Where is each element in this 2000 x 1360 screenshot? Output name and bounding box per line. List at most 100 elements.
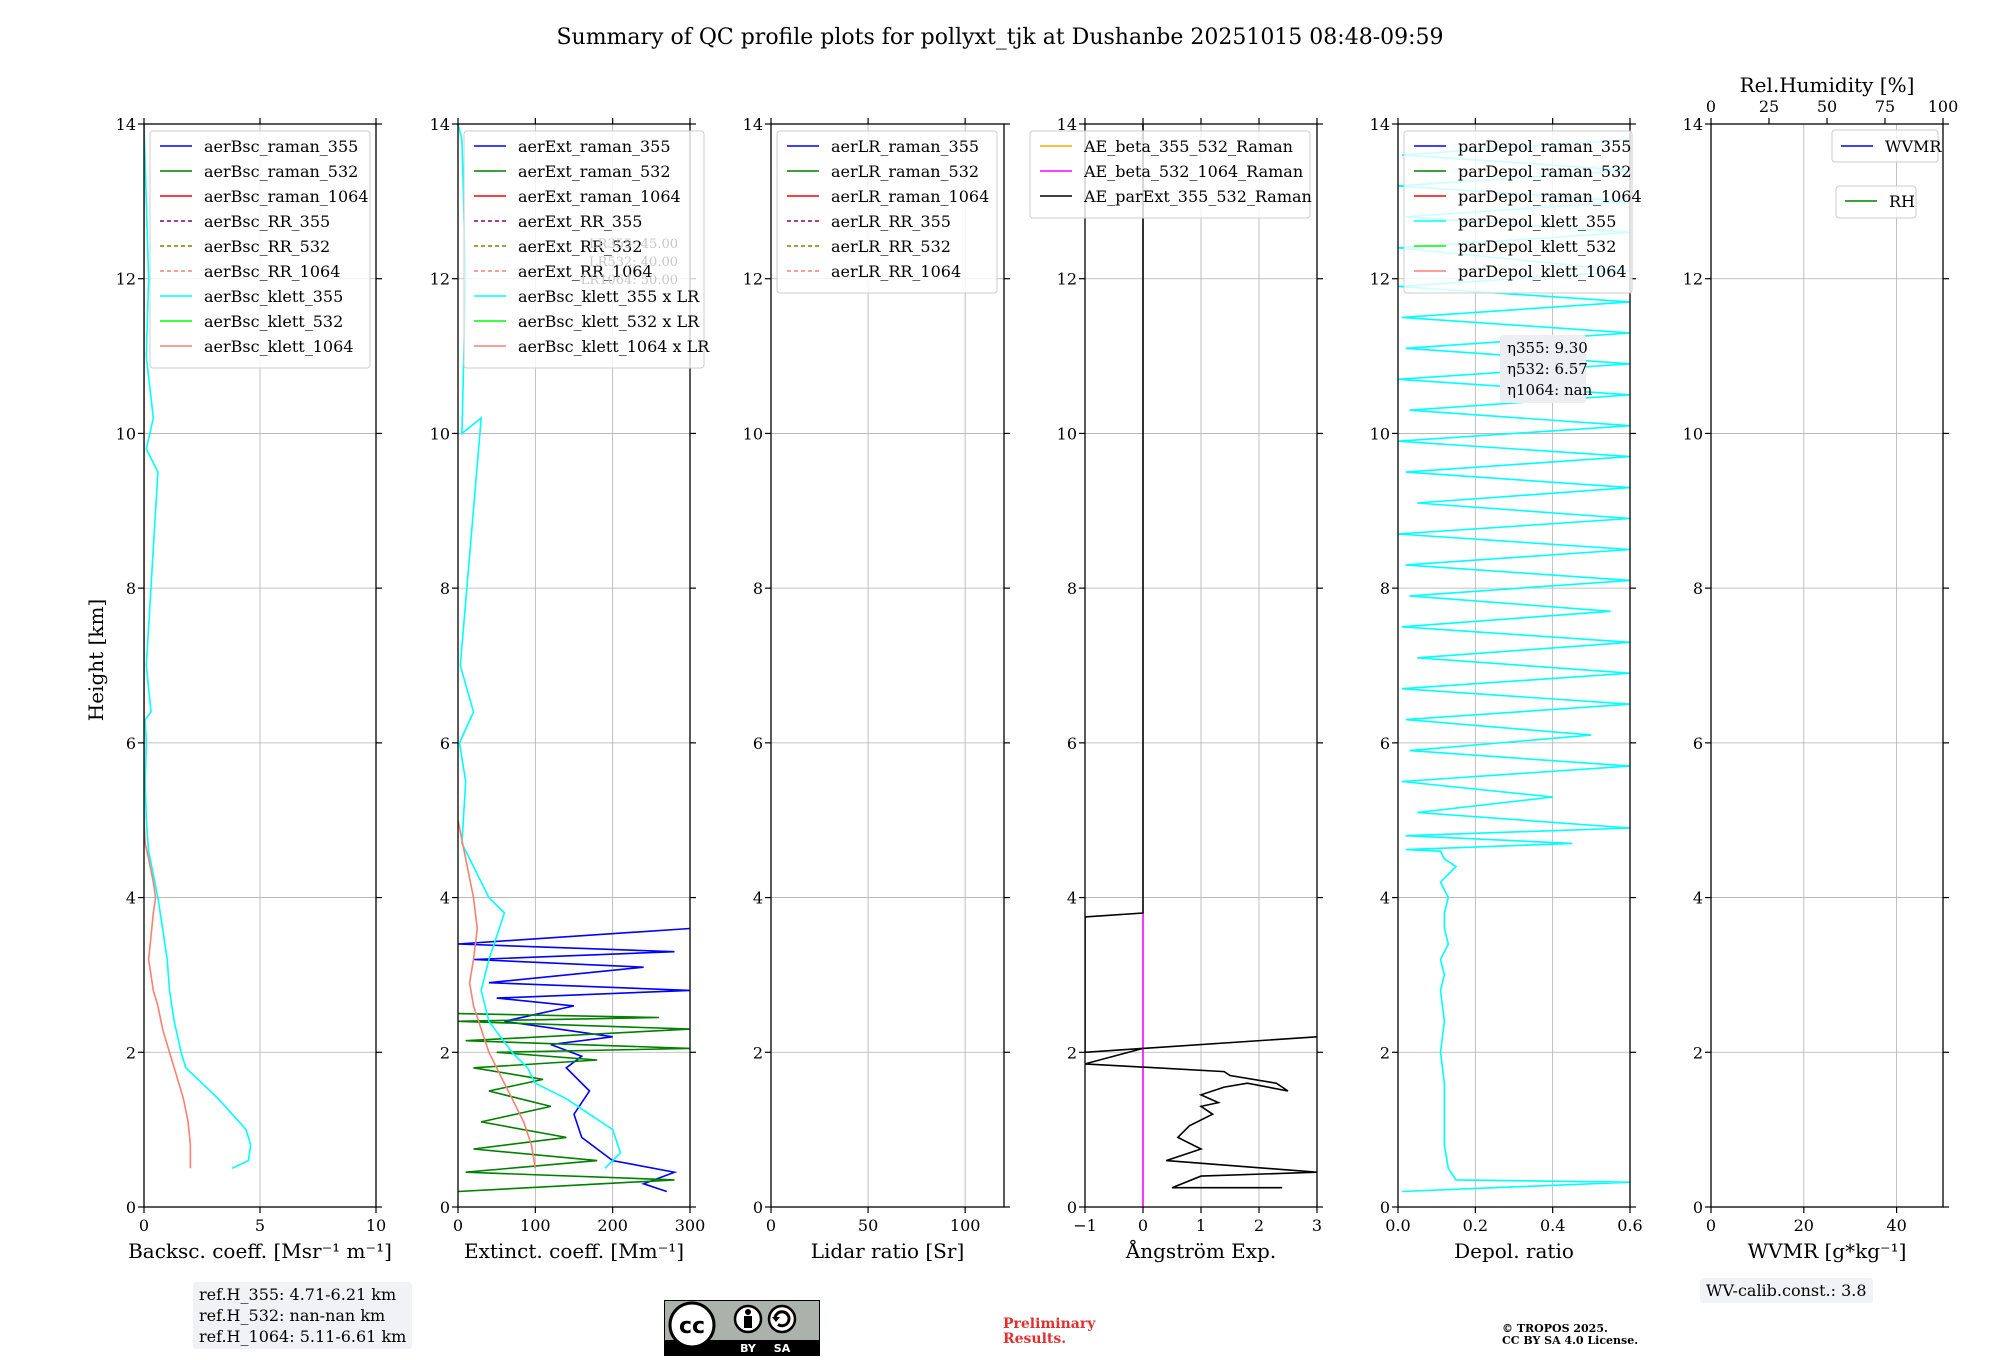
y-tick-label: 10 xyxy=(743,424,763,443)
legend-label: aerLR_raman_532 xyxy=(831,162,979,181)
legend-label: aerBsc_raman_355 xyxy=(204,137,358,156)
legend-label: aerExt_raman_355 xyxy=(518,137,671,156)
x-tick-label: −1 xyxy=(1073,1216,1097,1235)
x-tick-label: 2 xyxy=(1254,1216,1264,1235)
legend-label: aerBsc_klett_1064 xyxy=(204,337,353,356)
lidar-ratio-label: LR532: 40.00 xyxy=(589,255,678,270)
x-tick-label: 3 xyxy=(1312,1216,1322,1235)
y-tick-label: 4 xyxy=(753,889,763,908)
y-tick-label: 8 xyxy=(126,579,136,598)
y-tick-label: 6 xyxy=(753,734,763,753)
x-tick-label: 200 xyxy=(597,1216,628,1235)
legend: parDepol_raman_355 parDepol_raman_532 parD… xyxy=(1403,130,1642,294)
y-tick-label: 4 xyxy=(1693,889,1703,908)
legend-label: WVMR xyxy=(1885,137,1942,156)
legend: WVMR RH xyxy=(1831,129,1942,219)
wv-calib-box: WV-calib.const.: 3.8 xyxy=(1700,1278,1873,1303)
copyright-label: © TROPOS 2025. CC BY SA 4.0 License. xyxy=(1502,1323,1638,1347)
legend-label: aerBsc_klett_1064 x LR xyxy=(518,337,710,356)
y-tick-label: 2 xyxy=(1067,1043,1077,1062)
y-tick-label: 0 xyxy=(753,1198,763,1217)
cc-icon-text: cc xyxy=(679,1314,705,1339)
legend-label: parDepol_raman_532 xyxy=(1458,162,1631,181)
legend-label: aerExt_raman_1064 xyxy=(518,187,681,206)
legend-label: aerExt_RR_355 xyxy=(518,212,642,231)
y-tick-label: 12 xyxy=(430,270,450,289)
legend-box xyxy=(776,130,998,294)
panel-backscatter: 0 2 4 6 8 10 12 14 0 5 10 Backsc. coeff. [Msr⁻¹ m⁻¹… xyxy=(116,115,392,1263)
y-tick-label: 6 xyxy=(126,734,136,753)
y-tick-label: 0 xyxy=(1693,1198,1703,1217)
legend-label: aerBsc_klett_532 xyxy=(204,312,343,331)
y-tick-label: 12 xyxy=(1057,270,1077,289)
series-aerext-raman-355 xyxy=(458,927,690,1193)
series-pardepol-klett-355 xyxy=(1398,138,1630,1193)
preliminary-label: Preliminary Results. xyxy=(1003,1317,1095,1347)
y-tick-label: 14 xyxy=(430,115,450,134)
legend-label: parDepol_klett_1064 xyxy=(1458,262,1627,281)
x-tick-label: 1 xyxy=(1196,1216,1206,1235)
wv-calib-text: WV-calib.const.: 3.8 xyxy=(1706,1281,1867,1300)
top-x-tick-label: 25 xyxy=(1759,97,1779,116)
panel-extinction: 0 2 4 6 8 10 12 14 0 100 200 300 Extinct. coeff. [Mm… xyxy=(430,115,711,1263)
x-axis-label: WVMR [g*kg⁻¹] xyxy=(1748,1239,1907,1263)
legend-label: parDepol_klett_355 xyxy=(1458,212,1616,231)
legend-label: aerExt_RR_1064 xyxy=(518,262,653,281)
cc-icon xyxy=(668,1301,716,1349)
y-tick-label: 4 xyxy=(440,889,450,908)
y-tick-label: 10 xyxy=(430,424,450,443)
by-label: BY xyxy=(740,1342,757,1355)
y-tick-label: 10 xyxy=(1683,424,1703,443)
x-tick-label: 10 xyxy=(366,1216,386,1235)
x-tick-label: 0 xyxy=(1706,1216,1716,1235)
legend-label: aerBsc_klett_532 x LR xyxy=(518,312,700,331)
series-aerext-raman-532 xyxy=(458,1012,690,1193)
legend-label: aerBsc_RR_1064 xyxy=(204,262,340,281)
y-tick-label: 0 xyxy=(1067,1198,1077,1217)
top-x-axis-label: Rel.Humidity [%] xyxy=(1740,73,1915,97)
y-tick-label: 8 xyxy=(440,579,450,598)
x-axis-label: Backsc. coeff. [Msr⁻¹ m⁻¹] xyxy=(128,1239,392,1263)
x-tick-label: 0.2 xyxy=(1463,1216,1488,1235)
panel-depol: 0 2 4 6 8 10 12 14 0.0 0.2 0.4 0.6 Depol. ratio parDe… xyxy=(1370,115,1643,1263)
x-tick-label: 20 xyxy=(1794,1216,1814,1235)
series-aerbsc-klett-1064-x-lr xyxy=(458,820,537,1169)
legend-label: aerBsc_RR_355 xyxy=(204,212,330,231)
lidar-ratio-label: LR355: 45.00 xyxy=(589,237,678,252)
y-tick-label: 12 xyxy=(116,270,136,289)
legend-box xyxy=(463,130,705,369)
legend-label: aerLR_RR_532 xyxy=(831,237,951,256)
x-tick-label: 0.4 xyxy=(1540,1216,1565,1235)
y-tick-label: 8 xyxy=(753,579,763,598)
y-tick-label: 10 xyxy=(1057,424,1077,443)
series-ae-parext-355-532-raman xyxy=(1085,124,1317,1189)
legend-label: AE_beta_532_1064_Raman xyxy=(1083,162,1303,181)
eta-label: η1064: nan xyxy=(1507,381,1593,399)
legend-label: aerExt_RR_532 xyxy=(518,237,642,256)
y-tick-label: 2 xyxy=(1693,1043,1703,1062)
legend-label: aerExt_raman_532 xyxy=(518,162,671,181)
x-axis-label: Ångström Exp. xyxy=(1125,1238,1276,1263)
y-tick-label: 0 xyxy=(440,1198,450,1217)
axes-frame xyxy=(1710,123,1944,1208)
legend-box xyxy=(1403,130,1633,294)
legend-label: aerLR_RR_1064 xyxy=(831,262,961,281)
y-tick-label: 2 xyxy=(753,1043,763,1062)
y-tick-label: 10 xyxy=(116,424,136,443)
copyright-line-2: CC BY SA 4.0 License. xyxy=(1502,1334,1639,1347)
legend-label: parDepol_raman_355 xyxy=(1458,137,1631,156)
y-tick-label: 6 xyxy=(1067,734,1077,753)
series-aerbsc-klett-1064 xyxy=(144,124,192,1169)
legend-label: aerBsc_raman_1064 xyxy=(204,187,369,206)
x-tick-label: 5 xyxy=(255,1216,265,1235)
x-tick-label: 0 xyxy=(766,1216,776,1235)
sa-label: SA xyxy=(774,1342,791,1355)
ref-height-355: ref.H_355: 4.71-6.21 km xyxy=(199,1285,397,1304)
legend-label: aerBsc_RR_532 xyxy=(204,237,330,256)
x-tick-label: 0.0 xyxy=(1385,1216,1410,1235)
legend-label: aerLR_RR_355 xyxy=(831,212,951,231)
x-axis-label: Lidar ratio [Sr] xyxy=(811,1239,965,1263)
y-tick-label: 14 xyxy=(1057,115,1077,134)
